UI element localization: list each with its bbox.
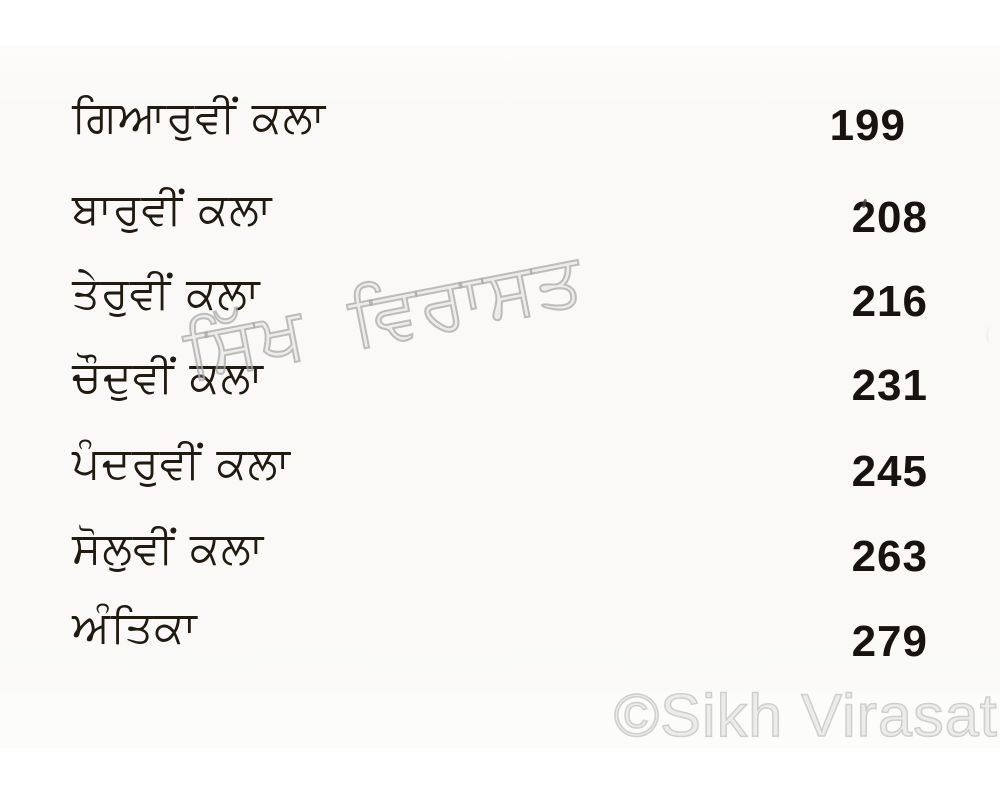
toc-entry: ਚੌਦੁਵੀਂ ਕਲਾ 231: [72, 348, 928, 408]
page-number: 263: [851, 532, 928, 581]
chapter-title: ਬਾਰੁਵੀਂ ਕਲਾ: [72, 184, 273, 235]
toc-entry: ਤੇਰੁਵੀਂ ਕਲਾ 216: [72, 264, 928, 324]
page-number: 216: [851, 277, 928, 326]
chapter-title: ਤੇਰੁਵੀਂ ਕਲਾ: [72, 268, 261, 319]
copyright-watermark: ©Sikh Virasat: [613, 682, 998, 749]
page-number: 279: [851, 617, 928, 666]
page-edge-artifact: [986, 326, 998, 344]
page-background-lower-band: [0, 692, 1000, 748]
page-number: 245: [851, 447, 928, 496]
toc-entry: ਗਿਆਰੁਵੀਂ ਕਲਾ 199: [72, 88, 928, 148]
page-number: 231: [851, 361, 928, 410]
chapter-title: ਚੌਦੁਵੀਂ ਕਲਾ: [72, 352, 264, 403]
toc-entry: ਸੋਲੁਵੀਂ ਕਲਾ 263: [72, 519, 928, 579]
toc-entry: ਪੰਦਰੁਵੀਂ ਕਲਾ 245: [72, 434, 928, 494]
chapter-title: ਸੋਲੁਵੀਂ ਕਲਾ: [72, 523, 265, 574]
page-number: 199: [829, 101, 906, 150]
chapter-title: ਅੰਤਿਕਾ: [72, 602, 198, 653]
toc-entry: ਬਾਰੁਵੀਂ ਕਲਾ 208: [72, 180, 928, 240]
chapter-title: ਪੰਦਰੁਵੀਂ ਕਲਾ: [72, 438, 291, 489]
chapter-title: ਗਿਆਰੁਵੀਂ ਕਲਾ: [72, 92, 327, 143]
toc-entry: ਅੰਤਿਕਾ 279: [72, 598, 928, 664]
